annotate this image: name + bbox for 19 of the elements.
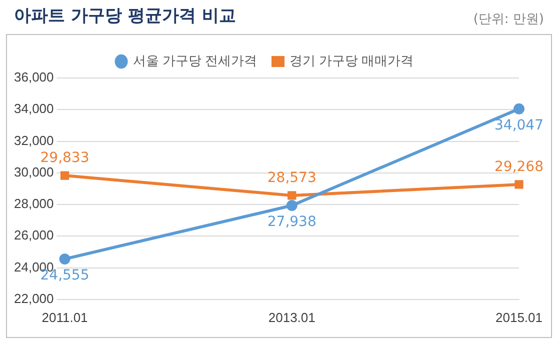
y-tick-label: 26,000 — [14, 228, 54, 243]
y-tick-label: 32,000 — [14, 132, 54, 148]
y-tick-label: 22,000 — [14, 290, 54, 306]
x-tick-label: 2013.01 — [268, 310, 316, 325]
data-label: 27,938 — [267, 214, 316, 230]
y-tick-label: 36,000 — [14, 70, 54, 85]
y-tick-label: 34,000 — [14, 101, 54, 116]
chart-title: 아파트 가구당 평균가격 비교 — [14, 5, 236, 27]
y-tick-label: 30,000 — [14, 164, 54, 180]
data-label: 29,268 — [494, 159, 544, 176]
legend-label: 서울 가구당 전세가격 — [132, 53, 258, 68]
x-tick-label: 2011.01 — [42, 310, 88, 325]
legend-label: 경기 가구당 매매가격 — [290, 53, 414, 68]
x-tick-label: 2015.01 — [496, 310, 542, 325]
data-label: 29,833 — [40, 150, 90, 166]
text: (단위: 만원) — [473, 11, 544, 28]
data-label: 34,047 — [494, 118, 544, 134]
y-tick-label: 28,000 — [14, 196, 54, 212]
data-label: 28,573 — [267, 170, 316, 186]
